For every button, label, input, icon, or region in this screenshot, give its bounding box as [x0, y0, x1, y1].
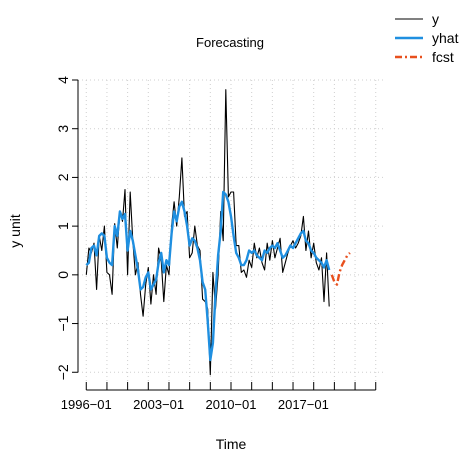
y-axis-label: y unit [7, 214, 23, 248]
y-tick-label: −1 [55, 315, 71, 331]
legend-label-fcst: fcst [432, 49, 454, 65]
axes: −2 −1 0 1 2 3 4 1996−01 2003−01 2010−01 2017−01 [55, 76, 377, 412]
x-tick-label: 2010−01 [206, 397, 257, 412]
legend-label-y: y [432, 11, 439, 27]
chart-title: Forecasting [196, 35, 264, 50]
legend: y yhat fcst [395, 11, 459, 65]
x-axis-label: Time [216, 436, 247, 452]
series-line-fcst [330, 252, 351, 286]
series-lines [85, 89, 351, 376]
legend-label-yhat: yhat [432, 30, 459, 46]
y-tick-label: 1 [55, 222, 71, 230]
x-tick-label: 2003−01 [133, 397, 184, 412]
x-tick-label: 2017−01 [278, 397, 329, 412]
y-tick-label: −2 [55, 364, 71, 380]
x-tick-label: 1996−01 [61, 397, 112, 412]
y-tick-label: 3 [55, 125, 71, 133]
series-line-yhat [85, 190, 331, 362]
y-tick-label: 4 [55, 76, 71, 84]
grid [78, 79, 384, 382]
y-tick-label: 0 [55, 271, 71, 279]
y-tick-label: 2 [55, 173, 71, 181]
